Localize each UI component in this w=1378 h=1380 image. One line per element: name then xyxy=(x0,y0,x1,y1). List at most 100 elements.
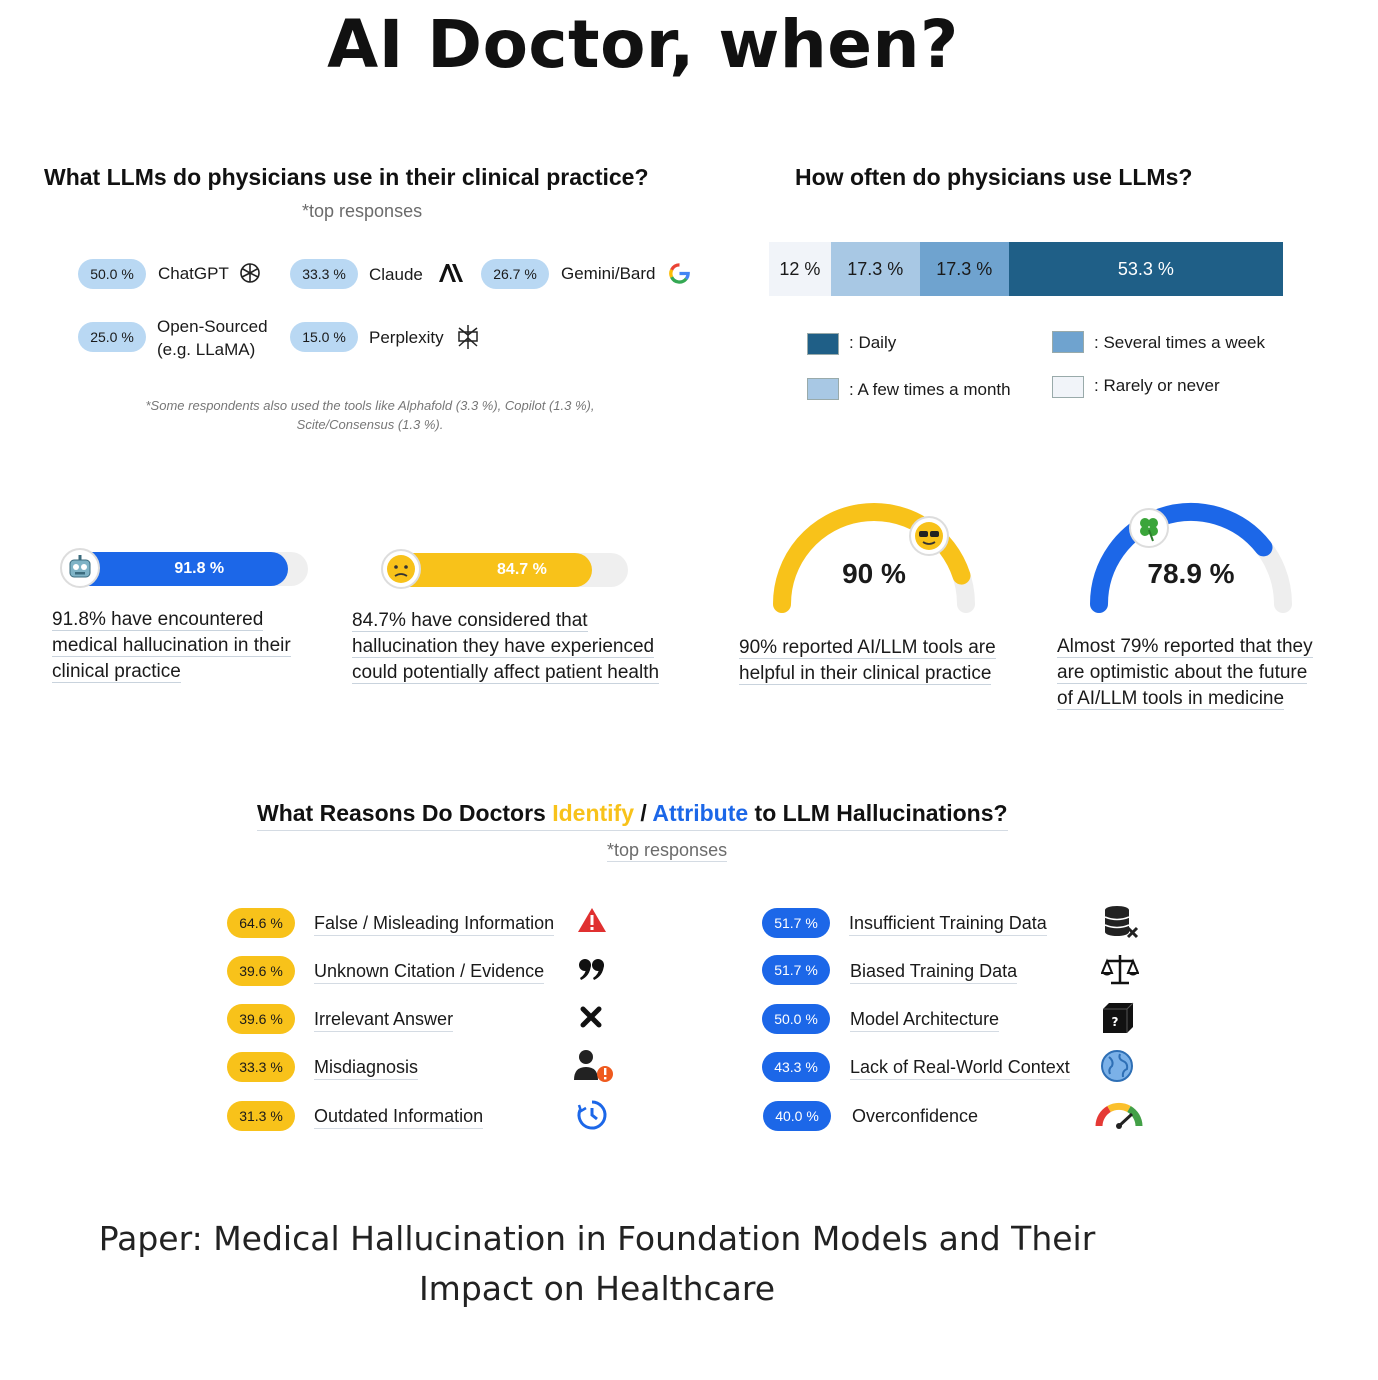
llm-pill-gemini: 26.7 % xyxy=(481,259,549,289)
helpful-stat-text: 90% reported AI/LLM tools are helpful in… xyxy=(739,635,1049,687)
frequency-section-title: How often do physicians use LLMs? xyxy=(795,164,1193,190)
gauge-icon xyxy=(1095,1102,1143,1129)
legend-label-rarely: : Rarely or never xyxy=(1094,376,1220,395)
health-bar-fill: 84.7 % xyxy=(392,553,592,587)
database-x-icon xyxy=(1104,906,1139,939)
llm-label-opensource-line2: (e.g. LLaMA) xyxy=(157,340,256,359)
health-line3: could potentially affect patient health xyxy=(352,662,660,684)
clover-emoji-icon xyxy=(1129,508,1169,548)
health-line2: hallucination they have experienced xyxy=(352,636,655,658)
frequency-stacked-bar: 12 % 17.3 % 17.3 % 53.3 % xyxy=(769,242,1283,296)
reasons-title-identify: Identify xyxy=(552,800,634,826)
segment-several: 17.3 % xyxy=(919,242,1009,296)
llm-pill-perplexity: 15.0 % xyxy=(290,322,358,352)
reasons-section-title: What Reasons Do Doctors Identify / Attri… xyxy=(257,800,1008,831)
attribute-label-1: Insufficient Training Data xyxy=(849,913,1047,936)
perplexity-logo-icon xyxy=(458,325,478,349)
person-alert-icon xyxy=(574,1050,613,1082)
llm-label-opensource-line1: Open-Sourced xyxy=(157,317,268,336)
sunglasses-emoji-icon xyxy=(909,516,949,556)
hallucination-line2: medical hallucination in their xyxy=(52,635,291,657)
segment-daily: 53.3 % xyxy=(1008,242,1283,296)
reasons-title-slash: / xyxy=(634,800,653,826)
identify-label-2: Unknown Citation / Evidence xyxy=(314,961,545,984)
segment-few: 17.3 % xyxy=(830,242,920,296)
legend-swatch-few xyxy=(807,378,839,400)
attribute-label-3: Model Architecture xyxy=(850,1009,1000,1032)
llm-label-perplexity: Perplexity xyxy=(369,328,444,347)
helpful-gauge-value: 90 % xyxy=(842,558,906,589)
main-title: AI Doctor, when? xyxy=(327,6,959,83)
identify-pill-5: 31.3 % xyxy=(227,1101,295,1131)
legend-swatch-rarely xyxy=(1052,376,1084,398)
openai-logo-icon xyxy=(240,263,260,283)
attribute-label-2: Biased Training Data xyxy=(850,961,1018,984)
black-box-icon: ? xyxy=(1103,1002,1134,1033)
llm-pill-chatgpt: 50.0 % xyxy=(78,259,146,289)
legend-label-several: : Several times a week xyxy=(1094,333,1266,352)
identify-label-1: False / Misleading Information xyxy=(314,913,555,936)
cross-icon xyxy=(580,1006,602,1028)
worried-face-emoji-icon xyxy=(381,549,421,589)
attribute-label-5: Overconfidence xyxy=(852,1106,979,1126)
identify-pill-1: 64.6 % xyxy=(227,908,295,938)
hallucination-bar-label: 91.8 % xyxy=(174,560,225,577)
identify-pill-4: 33.3 % xyxy=(227,1052,295,1082)
anthropic-logo-icon xyxy=(439,264,463,282)
llm-label-gemini: Gemini/Bard xyxy=(561,264,656,283)
llm-note-line2: Scite/Consensus (1.3 %). xyxy=(296,417,444,432)
footer-line2: Impact on Healthcare xyxy=(418,1269,776,1308)
llm-pill-claude: 33.3 % xyxy=(290,259,358,289)
optimistic-line1: Almost 79% reported that they xyxy=(1057,636,1313,658)
health-line1: 84.7% have considered that xyxy=(352,610,588,632)
reasons-title-attribute: Attribute xyxy=(652,800,749,826)
health-bar-track: 84.7 % xyxy=(392,553,628,587)
reasons-title-part1: What Reasons Do Doctors xyxy=(257,800,553,826)
identify-pill-3: 39.6 % xyxy=(227,1004,295,1034)
hallucination-line3: clinical practice xyxy=(52,661,181,683)
legend-label-few: : A few times a month xyxy=(849,380,1011,399)
optimistic-gauge-value: 78.9 % xyxy=(1147,558,1235,589)
attribute-pill-3: 50.0 % xyxy=(762,1004,830,1034)
robot-emoji-icon xyxy=(60,548,100,588)
segment-rarely: 12 % xyxy=(769,242,831,296)
legend-swatch-several xyxy=(1052,331,1084,353)
warning-icon xyxy=(578,908,606,932)
optimistic-stat-text: Almost 79% reported that they are optimi… xyxy=(1057,634,1367,712)
footer-line1: Paper: Medical Hallucination in Foundati… xyxy=(98,1219,1096,1258)
reasons-title-part2: to LLM Hallucinations? xyxy=(748,800,1008,826)
clock-icon xyxy=(577,1100,607,1130)
globe-icon xyxy=(1101,1050,1133,1082)
health-stat-text: 84.7% have considered that hallucination… xyxy=(352,608,722,686)
hallucination-line1: 91.8% have encountered xyxy=(52,609,264,631)
attribute-pill-5: 40.0 % xyxy=(763,1101,831,1131)
quote-icon xyxy=(579,959,604,980)
llm-note-line1: *Some respondents also used the tools li… xyxy=(145,398,595,413)
llm-section-title: What LLMs do physicians use in their cli… xyxy=(44,164,649,190)
identify-label-4: Misdiagnosis xyxy=(314,1057,419,1080)
identify-pill-2: 39.6 % xyxy=(227,956,295,986)
llm-label-claude: Claude xyxy=(369,265,423,284)
legend-label-daily: : Daily xyxy=(849,333,897,352)
attribute-pill-4: 43.3 % xyxy=(762,1052,830,1082)
attribute-pill-2: 51.7 % xyxy=(762,955,830,985)
optimistic-line3: of AI/LLM tools in medicine xyxy=(1057,688,1285,710)
llm-label-chatgpt: ChatGPT xyxy=(158,264,229,283)
llm-section-subtitle: *top responses xyxy=(302,201,423,221)
hallucination-bar-fill: 91.8 % xyxy=(70,552,289,586)
attribute-label-4: Lack of Real-World Context xyxy=(850,1057,1070,1080)
helpful-line1: 90% reported AI/LLM tools are xyxy=(739,637,996,659)
helpful-line2: helpful in their clinical practice xyxy=(739,663,992,685)
identify-label-5: Outdated Information xyxy=(314,1106,484,1129)
llm-pill-opensource: 25.0 % xyxy=(78,322,146,352)
reasons-section-subtitle: *top responses xyxy=(607,840,728,862)
optimistic-line2: are optimistic about the future xyxy=(1057,662,1308,684)
google-logo-icon xyxy=(669,263,690,284)
scales-icon xyxy=(1101,955,1139,985)
hallucination-stat-text: 91.8% have encountered medical hallucina… xyxy=(52,607,342,685)
legend-swatch-daily xyxy=(807,333,839,355)
attribute-pill-1: 51.7 % xyxy=(762,908,830,938)
health-bar-label: 84.7 % xyxy=(497,561,547,578)
svg-text:?: ? xyxy=(1112,1015,1119,1029)
hallucination-bar-track: 91.8 % xyxy=(70,552,308,586)
